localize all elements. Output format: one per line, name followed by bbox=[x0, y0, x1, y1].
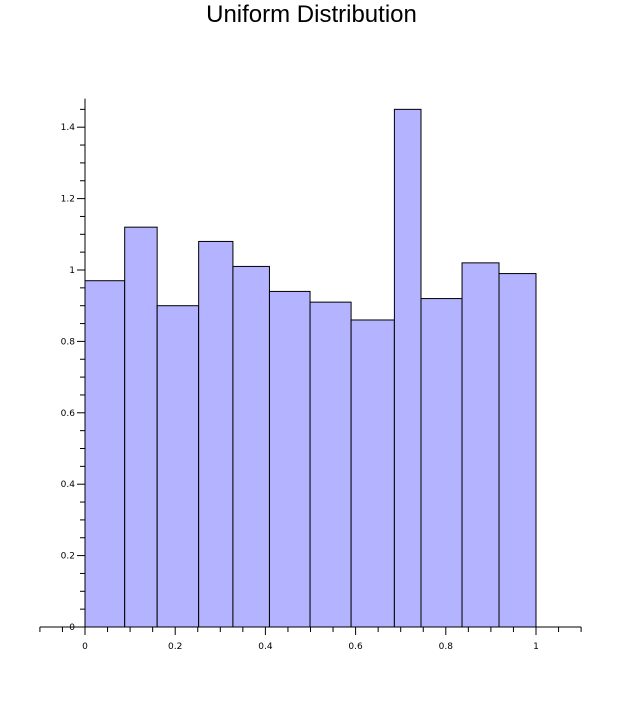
y-tick-label: 0.4 bbox=[61, 480, 76, 490]
chart-title: Uniform Distribution bbox=[206, 1, 417, 28]
y-tick-label: 0.2 bbox=[61, 552, 75, 562]
histogram-bar bbox=[156, 305, 200, 628]
x-tick-label: 0.6 bbox=[348, 642, 363, 652]
x-tick-label: 0.4 bbox=[258, 642, 273, 652]
y-tick-label: 0.8 bbox=[61, 337, 76, 347]
x-tick-label: 0 bbox=[82, 642, 88, 652]
x-tick-label: 0.8 bbox=[439, 642, 454, 652]
x-tick-label: 1 bbox=[533, 642, 539, 652]
histogram-bar bbox=[309, 301, 352, 628]
y-tick-label: 1 bbox=[69, 266, 75, 276]
y-tick-label: 0 bbox=[69, 623, 75, 633]
histogram-bar bbox=[268, 290, 311, 628]
x-tick-label: 0.2 bbox=[168, 642, 182, 652]
histogram-bar bbox=[232, 265, 270, 628]
y-tick-label: 1.4 bbox=[61, 123, 76, 133]
histogram-bar bbox=[461, 262, 500, 628]
histogram-bar bbox=[420, 298, 463, 628]
histogram-bar bbox=[198, 240, 234, 628]
y-tick-label: 1.2 bbox=[61, 195, 75, 205]
y-tick-label: 0.6 bbox=[61, 409, 76, 419]
histogram-bar bbox=[84, 280, 126, 628]
histogram-bar bbox=[393, 108, 422, 628]
histogram-bar bbox=[350, 319, 395, 628]
histogram-bar bbox=[124, 226, 158, 628]
histogram-bar bbox=[498, 273, 537, 628]
